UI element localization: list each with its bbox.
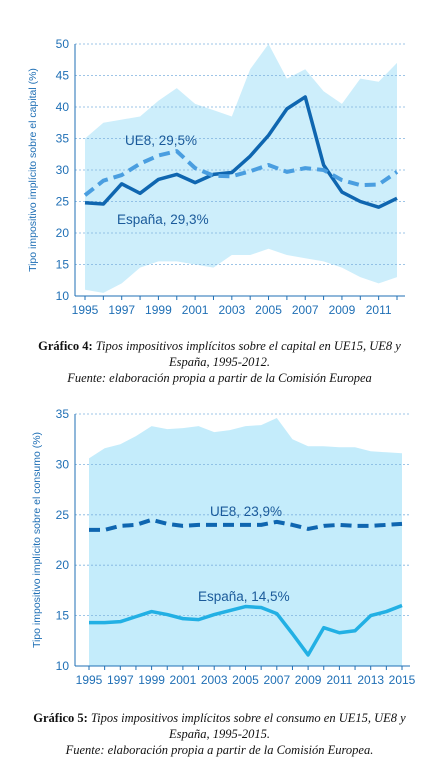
y-tick-label: 10 — [56, 289, 70, 303]
x-tick-label: 1999 — [138, 673, 165, 687]
series-label-espana: España, 14,5% — [198, 589, 290, 604]
x-tick-label: 1999 — [145, 303, 172, 317]
y-tick-label: 45 — [56, 69, 70, 83]
y-tick-label: 40 — [56, 100, 70, 114]
y-tick-label: 20 — [56, 226, 70, 240]
x-tick-label: 2009 — [295, 673, 322, 687]
y-axis-label: Tipo impositivo implícito sobre el consu… — [31, 432, 43, 648]
chart-consumo-svg: 10 15 20 25 30 35 1995 1997 1999 2001 2003 2005 2007… — [31, 407, 416, 687]
series-line-ue8 — [89, 517, 403, 532]
y-tick-label: 15 — [56, 258, 70, 272]
series-label-ue8: UE8, 23,9% — [210, 504, 282, 519]
chart-consumo: 10 15 20 25 30 35 1995 1997 1999 2001 2003 2005 2007… — [0, 396, 439, 706]
y-tick-label: 50 — [56, 37, 70, 51]
series-line-ue8 — [83, 149, 399, 197]
y-tick-label: 15 — [56, 609, 70, 623]
caption-4-line1: Tipos impositivos implícitos sobre el ca… — [92, 339, 401, 353]
caption-5-line2: España, 1995-2015. — [168, 727, 271, 741]
range-band-area — [85, 44, 397, 293]
x-tick-label: 2007 — [292, 303, 319, 317]
x-tick-label: 2005 — [232, 673, 259, 687]
y-tick-label: 25 — [56, 195, 70, 209]
x-tick-label: 2007 — [263, 673, 290, 687]
range-band-area — [89, 418, 402, 666]
series-line-espana — [89, 603, 403, 657]
caption-5-line1: Tipos impositivos implícitos sobre el co… — [87, 711, 406, 725]
caption-grafico-5: Gráfico 5: Tipos impositivos implícitos … — [0, 710, 439, 758]
caption-grafico-4: Gráfico 4: Tipos impositivos implícitos … — [0, 338, 439, 386]
x-tick-label: 2011 — [326, 673, 352, 687]
caption-4-label: Gráfico 4: — [38, 339, 93, 353]
x-tick-label: 2015 — [389, 673, 416, 687]
caption-5-label: Gráfico 5: — [33, 711, 88, 725]
x-tick-label: 2001 — [170, 673, 197, 687]
caption-4-source: Fuente: elaboración propia a partir de l… — [67, 371, 372, 385]
y-tick-label: 35 — [56, 407, 70, 421]
x-tick-label: 2013 — [357, 673, 384, 687]
y-tick-label: 35 — [56, 132, 70, 146]
y-tick-label: 25 — [56, 508, 70, 522]
caption-5-source: Fuente: elaboración propia a partir de l… — [65, 743, 374, 757]
x-tick-label: 2005 — [255, 303, 282, 317]
x-tick-label: 2003 — [201, 673, 228, 687]
x-tick-label: 1997 — [107, 673, 134, 687]
x-tick-label: 2001 — [182, 303, 209, 317]
y-tick-label: 20 — [56, 558, 70, 572]
y-axis-label: Tipo impositivo implícito sobre el capit… — [27, 68, 39, 272]
y-tick-label: 30 — [56, 457, 70, 471]
series-label-ue8: UE8, 29,5% — [125, 133, 197, 148]
chart-capital: 10 15 20 25 30 35 40 45 50 1995 1997 1999 2001 2003 20… — [0, 0, 439, 330]
x-tick-label: 2003 — [218, 303, 245, 317]
series-line-espana — [84, 95, 398, 209]
series-label-espana: España, 29,3% — [117, 212, 209, 227]
x-tick-label: 1995 — [76, 673, 103, 687]
chart-capital-svg: 10 15 20 25 30 35 40 45 50 1995 1997 1999 2001 2003 20… — [27, 37, 405, 317]
x-tick-label: 1997 — [108, 303, 135, 317]
y-tick-label: 30 — [56, 163, 70, 177]
y-tick-label: 10 — [56, 659, 70, 673]
x-tick-label: 2009 — [329, 303, 356, 317]
x-tick-label: 1995 — [72, 303, 99, 317]
caption-4-line2: España, 1995-2012. — [168, 355, 271, 369]
x-tick-label: 2011 — [366, 303, 392, 317]
